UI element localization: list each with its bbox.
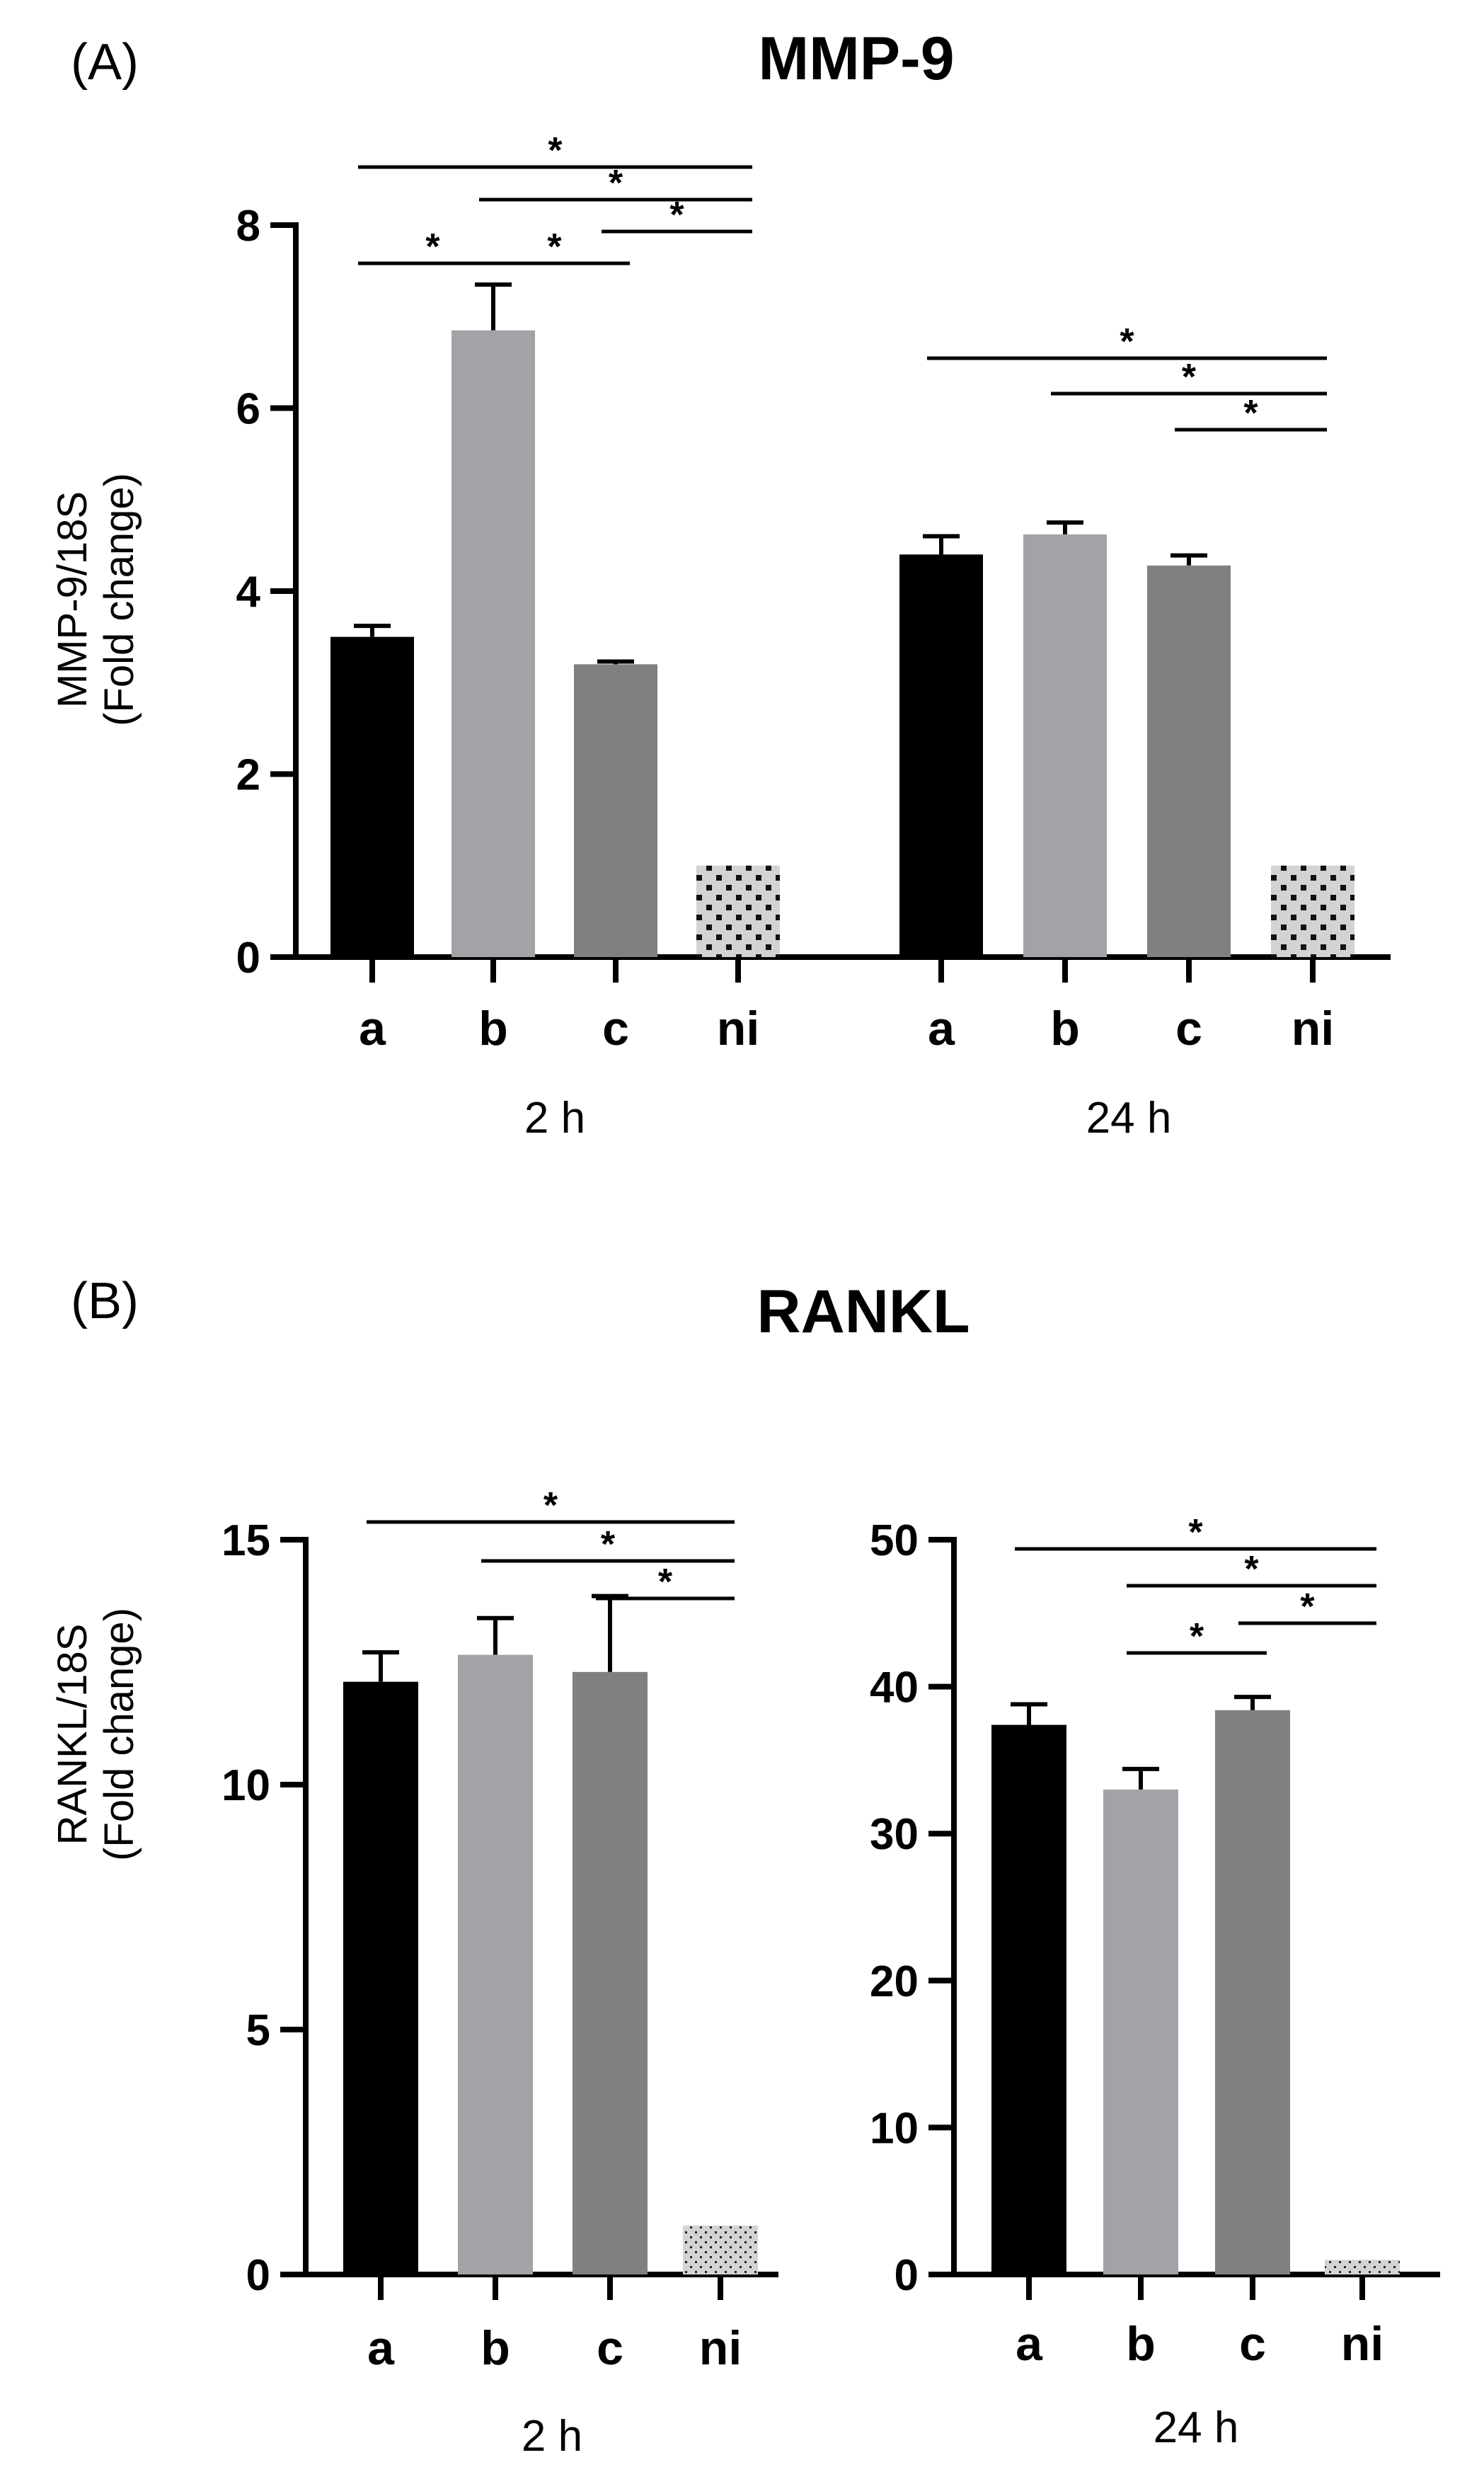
bar-mmp9-g1-ni: [1271, 865, 1354, 957]
significance-star-mmp9: *: [669, 195, 684, 236]
y-tick-label-rankl-24h: 30: [870, 1810, 919, 1859]
bar-rankl-2h-g0-a: [343, 1681, 418, 2274]
category-label-rankl-24h-c: c: [1239, 2317, 1266, 2371]
significance-star-rankl-24h: *: [1188, 1512, 1203, 1553]
significance-star-mmp9: *: [547, 227, 562, 268]
bar-mmp9-g0-b: [451, 330, 535, 957]
chart-title-mmp9: MMP-9: [758, 25, 954, 93]
category-label-mmp9-c: c: [602, 1002, 629, 1055]
category-label-rankl-2h-b: b: [481, 2321, 510, 2375]
y-axis-label-mmp9-line2: (Fold change): [96, 473, 142, 726]
significance-star-rankl-24h: *: [1190, 1616, 1204, 1657]
category-label-mmp9-b: b: [1050, 1002, 1080, 1055]
bar-mmp9-g0-c: [574, 664, 657, 957]
category-label-rankl-2h-ni: ni: [699, 2321, 742, 2375]
y-tick-label-mmp9: 2: [236, 751, 260, 800]
chart-title-rankl: RANKL: [757, 1278, 970, 1346]
panel-label-a: (A): [71, 34, 139, 91]
y-tick-label-rankl-24h: 40: [870, 1664, 919, 1712]
bar-rankl-24h-g0-a: [991, 1724, 1066, 2274]
category-label-mmp9-a: a: [359, 1002, 386, 1055]
significance-star-rankl-2h: *: [658, 1562, 673, 1603]
category-label-rankl-2h-c: c: [597, 2321, 623, 2375]
bar-rankl-2h-g0-b: [458, 1654, 533, 2274]
y-tick-label-mmp9: 0: [236, 934, 260, 983]
y-axis-label-rankl-line1: RANKL/18S: [50, 1624, 96, 1846]
y-tick-label-mmp9: 6: [236, 385, 260, 434]
y-tick-label-rankl-24h: 50: [870, 1516, 919, 1565]
y-tick-label-rankl-24h: 0: [895, 2251, 919, 2300]
y-tick-label-rankl-2h: 5: [246, 2006, 270, 2055]
plot-area: 0 2 4 6 8 a b c ni 2 h * * * * * a b c ni 24 h * * * 0 5 10 15 a b c n…: [222, 130, 1440, 2461]
y-tick-label-mmp9: 4: [236, 568, 261, 617]
category-label-mmp9-c: c: [1175, 1002, 1202, 1055]
category-label-mmp9-ni: ni: [1292, 1002, 1334, 1055]
y-tick-label-rankl-24h: 20: [870, 1957, 919, 2006]
y-axis-label-rankl-line2: (Fold change): [96, 1608, 142, 1861]
significance-star-mmp9: *: [425, 227, 440, 268]
category-label-rankl-24h-ni: ni: [1341, 2317, 1384, 2371]
bar-mmp9-g0-ni: [696, 865, 780, 957]
y-tick-label-mmp9: 8: [236, 202, 260, 251]
bar-rankl-24h-g0-ni: [1325, 2260, 1400, 2274]
y-tick-label-rankl-24h: 10: [870, 2104, 919, 2153]
y-tick-label-rankl-2h: 0: [246, 2251, 270, 2300]
category-label-mmp9-ni: ni: [717, 1002, 759, 1055]
group-label-mmp9: 24 h: [1086, 1094, 1172, 1143]
bar-rankl-24h-g0-c: [1215, 1710, 1290, 2274]
category-label-rankl-2h-a: a: [367, 2321, 395, 2375]
category-label-mmp9-a: a: [928, 1002, 955, 1055]
y-tick-label-rankl-2h: 15: [222, 1516, 270, 1565]
group-label-rankl-24h: 24 h: [1154, 2403, 1239, 2452]
y-axis-label-mmp9-line1: MMP-9/18S: [50, 491, 96, 708]
category-label-rankl-24h-b: b: [1126, 2317, 1156, 2371]
panel-label-b: (B): [71, 1273, 139, 1329]
bar-rankl-2h-g0-c: [573, 1671, 648, 2274]
bar-rankl-2h-g0-ni: [683, 2225, 758, 2274]
significance-star-mmp9: *: [1182, 357, 1197, 398]
y-tick-label-rankl-2h: 10: [222, 1761, 270, 1810]
significance-star-mmp9: *: [548, 130, 563, 171]
category-label-rankl-24h-a: a: [1016, 2317, 1043, 2371]
significance-star-mmp9: *: [609, 163, 623, 204]
bar-mmp9-g1-a: [899, 554, 983, 957]
group-label-mmp9: 2 h: [524, 1094, 585, 1143]
bar-rankl-24h-g0-b: [1103, 1789, 1178, 2274]
bar-mmp9-g1-c: [1147, 565, 1231, 957]
significance-star-rankl-2h: *: [543, 1485, 558, 1526]
significance-star-rankl-24h: *: [1244, 1549, 1259, 1590]
category-label-mmp9-b: b: [478, 1002, 508, 1055]
significance-star-mmp9: *: [1120, 321, 1134, 362]
bar-mmp9-g1-b: [1023, 534, 1107, 957]
significance-star-mmp9: *: [1243, 393, 1258, 434]
group-label-rankl-2h: 2 h: [522, 2412, 582, 2461]
significance-star-rankl-24h: *: [1300, 1586, 1315, 1627]
significance-star-rankl-2h: *: [601, 1524, 616, 1565]
bar-mmp9-g0-a: [330, 636, 414, 957]
